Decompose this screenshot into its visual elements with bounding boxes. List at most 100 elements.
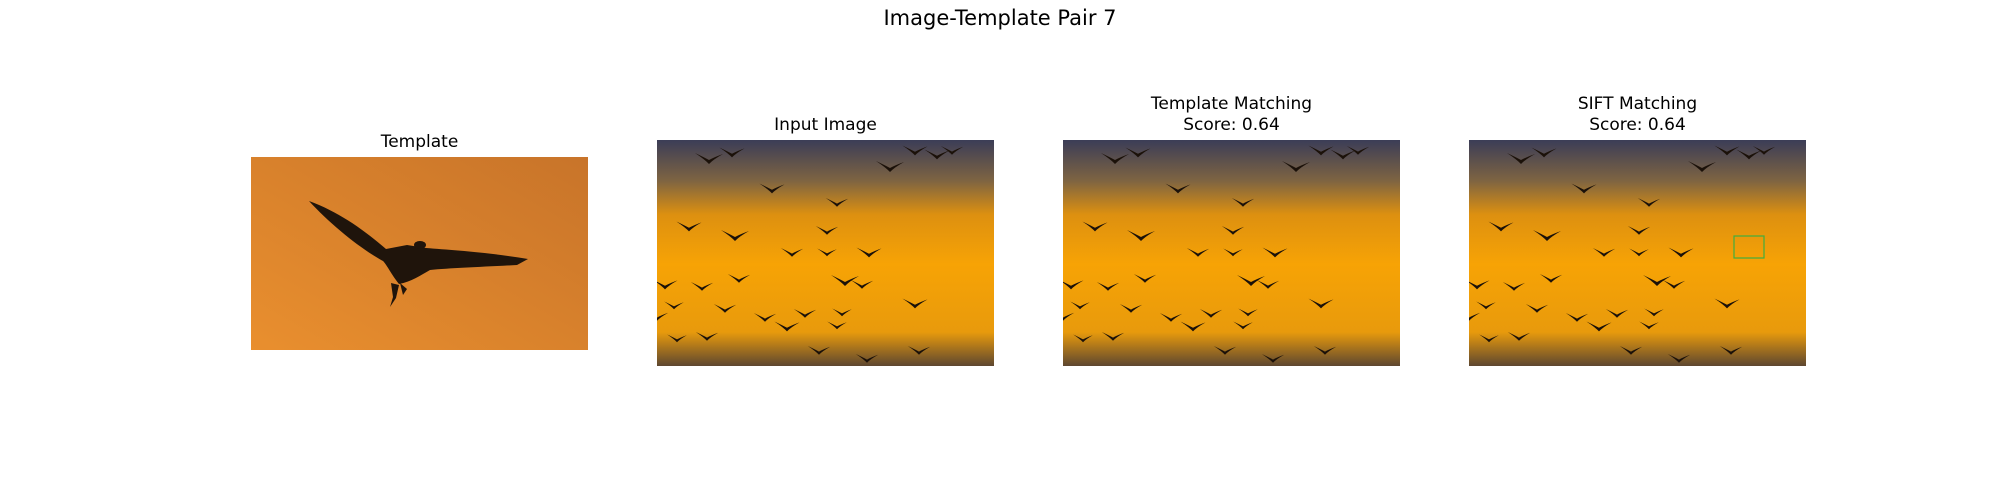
template-matching-panel-title: Template Matching Score: 0.64 xyxy=(1063,94,1400,136)
template-panel-title: Template xyxy=(251,132,588,153)
bird-silhouette xyxy=(1668,247,1694,258)
bird-silhouette xyxy=(1221,226,1245,235)
sift-matching-title-line-1: SIFT Matching xyxy=(1577,94,1698,114)
bird-silhouette xyxy=(1476,301,1496,310)
bird-silhouette xyxy=(1213,346,1237,355)
bird-silhouette xyxy=(1644,308,1664,317)
bird-silhouette xyxy=(876,161,904,172)
bird-flock xyxy=(1063,145,1370,363)
bird-silhouette xyxy=(1586,321,1612,332)
bird-silhouette xyxy=(1469,280,1490,290)
bird-silhouette xyxy=(902,145,928,156)
bird-silhouette xyxy=(1643,275,1671,286)
figure-title: Image-Template Pair 7 xyxy=(883,6,1117,30)
bird-silhouette xyxy=(850,280,874,289)
bird-silhouette xyxy=(1525,304,1549,313)
bird-silhouette xyxy=(940,146,964,155)
bird-silhouette xyxy=(1070,301,1090,310)
bird-silhouette xyxy=(855,354,879,363)
bird-silhouette xyxy=(657,280,678,290)
bird-silhouette xyxy=(780,248,804,257)
bird-silhouette xyxy=(1719,346,1743,355)
bird-silhouette xyxy=(1736,149,1762,160)
sift-matching-image xyxy=(1469,140,1806,366)
bird-silhouette xyxy=(1261,354,1285,363)
bird-silhouette xyxy=(1531,147,1557,158)
bird-silhouette xyxy=(1262,247,1288,258)
bird-silhouette xyxy=(1186,248,1210,257)
template-matching-score: Score: 0.64 xyxy=(1183,115,1280,135)
bird-silhouette xyxy=(1133,274,1157,283)
bird-silhouette xyxy=(1096,282,1120,291)
bird-silhouette xyxy=(1308,145,1334,156)
bird-silhouette xyxy=(657,312,669,321)
bird-silhouette xyxy=(1231,198,1255,207)
bird-silhouette xyxy=(1082,221,1108,232)
bird-silhouette xyxy=(827,321,847,330)
template-matching-title-line-1: Template Matching xyxy=(1150,94,1313,114)
bird-silhouette xyxy=(695,332,719,341)
bird-silhouette xyxy=(817,248,837,257)
input-panel-title: Input Image xyxy=(657,115,994,136)
bird-silhouette xyxy=(774,321,800,332)
bird-silhouette xyxy=(1488,221,1514,232)
bird-silhouette xyxy=(902,298,928,309)
bird-silhouette xyxy=(1256,280,1280,289)
bird-silhouette xyxy=(1571,183,1597,194)
bird-silhouette xyxy=(1330,149,1356,160)
bird-flock xyxy=(657,145,964,363)
bird-silhouette xyxy=(1533,230,1561,241)
bird-silhouette xyxy=(1592,248,1616,257)
bird-silhouette xyxy=(1502,282,1526,291)
bird-silhouette xyxy=(1565,313,1589,322)
bird-silhouette xyxy=(1308,298,1334,309)
bird-silhouette xyxy=(1662,280,1686,289)
bird-silhouette xyxy=(1688,161,1716,172)
bird-silhouette xyxy=(1125,147,1151,158)
bird-silhouette xyxy=(831,275,859,286)
bird-silhouette xyxy=(1629,248,1649,257)
bird-silhouette xyxy=(1165,183,1191,194)
bird-silhouette xyxy=(856,247,882,258)
match-box xyxy=(1733,235,1765,259)
bird-silhouette xyxy=(1282,161,1310,172)
bird-silhouette xyxy=(1237,275,1265,286)
bird-silhouette xyxy=(1469,312,1481,321)
eagle-silhouette xyxy=(309,201,528,307)
bird-silhouette xyxy=(727,274,751,283)
bird-silhouette xyxy=(1507,153,1535,164)
bird-silhouette xyxy=(1101,332,1125,341)
bird-silhouette xyxy=(1199,309,1223,318)
bird-silhouette xyxy=(676,221,702,232)
bird-silhouette xyxy=(690,282,714,291)
bird-silhouette xyxy=(1752,146,1776,155)
input-image xyxy=(657,140,994,366)
bird-silhouette xyxy=(1507,332,1531,341)
bird-silhouette xyxy=(1127,230,1155,241)
sift-matching-panel-title: SIFT Matching Score: 0.64 xyxy=(1469,94,1806,136)
bird-silhouette xyxy=(793,309,817,318)
bird-silhouette xyxy=(759,183,785,194)
bird-silhouette xyxy=(1101,153,1129,164)
bird-silhouette xyxy=(753,313,777,322)
bird-silhouette xyxy=(695,153,723,164)
sift-matching-score: Score: 0.64 xyxy=(1589,115,1686,135)
bird-silhouette xyxy=(1479,334,1499,343)
template-matching-image xyxy=(1063,140,1400,366)
bird-silhouette xyxy=(1605,309,1629,318)
bird-silhouette xyxy=(1223,248,1243,257)
bird-silhouette xyxy=(1667,354,1691,363)
input-title-line-1: Input Image xyxy=(774,115,877,135)
bird-silhouette xyxy=(924,149,950,160)
bird-silhouette xyxy=(664,301,684,310)
bird-silhouette xyxy=(1119,304,1143,313)
template-title-line-1: Template xyxy=(380,132,459,152)
template-image xyxy=(251,157,588,350)
bird-silhouette xyxy=(1637,198,1661,207)
bird-silhouette xyxy=(1159,313,1183,322)
bird-silhouette xyxy=(713,304,737,313)
bird-silhouette xyxy=(1714,298,1740,309)
bird-silhouette xyxy=(1238,308,1258,317)
bird-silhouette xyxy=(1539,274,1563,283)
bird-silhouette xyxy=(815,226,839,235)
